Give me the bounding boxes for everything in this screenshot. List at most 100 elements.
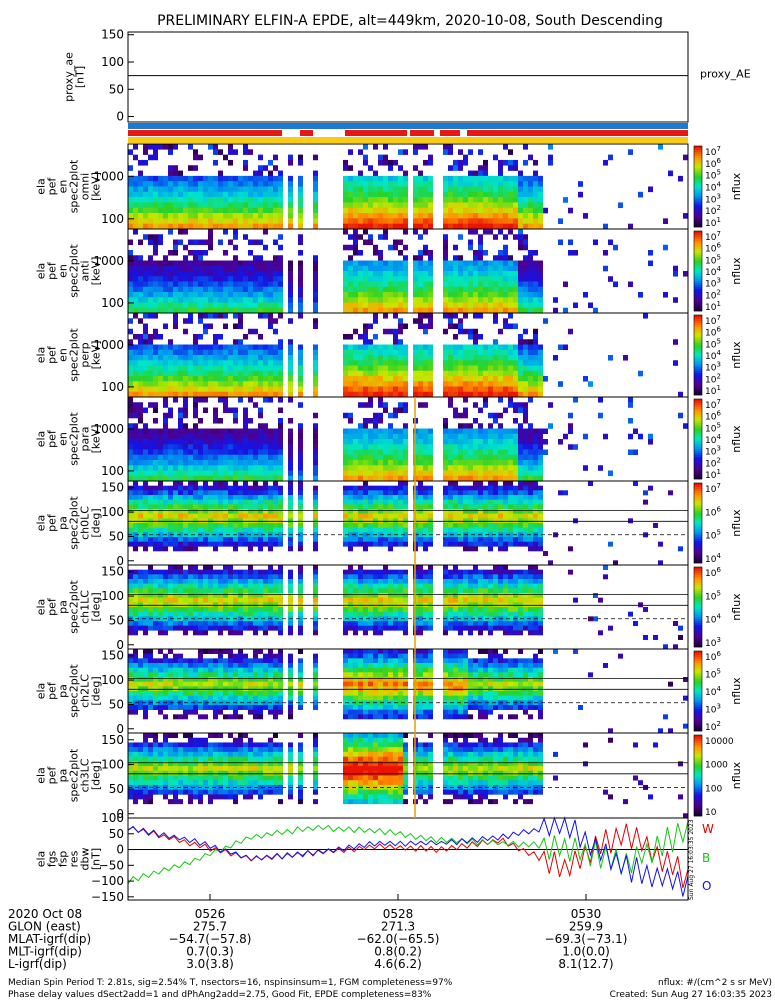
colorbar-segment <box>694 166 702 169</box>
spectrogram-cell <box>253 170 258 177</box>
spectrogram-cell <box>348 186 353 193</box>
spectrogram-cell <box>413 302 418 309</box>
spectrogram-cell <box>183 302 188 309</box>
spectrogram-cell <box>388 444 393 450</box>
spectrogram-cell <box>568 444 573 450</box>
spectrogram-cell <box>153 239 158 246</box>
spectrogram-cell <box>343 527 348 533</box>
spectrogram-cell <box>158 630 163 636</box>
spectrogram-cell <box>183 207 188 214</box>
spectrogram-cell <box>508 360 513 366</box>
spectrogram-cell <box>348 165 353 171</box>
colorbar-segment <box>694 535 702 538</box>
colorbar-segment <box>694 156 702 159</box>
spectrogram-cell <box>388 485 393 491</box>
spectrogram-cell <box>348 355 353 361</box>
spectrogram-cell <box>443 292 448 298</box>
spectrogram-cell <box>243 186 248 193</box>
spectrogram-cell <box>358 292 363 298</box>
spectrogram-cell <box>353 439 358 445</box>
spectrogram-cell <box>528 495 533 500</box>
spectrogram-cell <box>143 625 148 631</box>
spectrogram-cell <box>173 574 178 580</box>
spectrogram-cell <box>143 323 148 330</box>
spectrogram-cell <box>533 250 538 256</box>
spectrogram-cell <box>383 386 388 393</box>
spectrogram-cell <box>233 149 238 155</box>
spectrogram-cell <box>423 281 428 288</box>
spectrogram-cell <box>378 386 383 393</box>
colorbar-segment <box>694 343 702 346</box>
spectrogram-cell <box>208 460 213 466</box>
spectrogram-cell <box>153 532 158 538</box>
spectrogram-cell <box>208 475 213 482</box>
colorbar-tick-label: 107 <box>705 314 721 327</box>
spectrogram-cell <box>358 439 363 445</box>
spectrogram-cell <box>138 579 143 584</box>
spectrogram-cell <box>423 175 428 182</box>
spectrogram-cell <box>313 428 318 435</box>
spectrogram-cell <box>233 386 238 393</box>
spectrogram-cell <box>453 412 458 419</box>
spectrogram-cell <box>508 532 513 538</box>
spectrogram-cell <box>278 175 283 182</box>
spectrogram-cell <box>263 481 268 486</box>
spectrogram-cell <box>508 302 513 309</box>
spectrogram-cell <box>288 444 293 450</box>
spectrogram-cell <box>173 376 178 382</box>
spectrogram-cell <box>508 481 513 486</box>
spectrogram-cell <box>428 428 433 435</box>
spectrogram-cell <box>168 307 173 314</box>
spectrogram-cell <box>143 470 148 477</box>
spectrogram-cell <box>498 344 503 351</box>
spectrogram-cell <box>253 344 258 351</box>
colorbar-segment <box>694 549 702 552</box>
spectrogram-cell <box>143 181 148 187</box>
spectrogram-cell <box>253 391 258 398</box>
spectrogram-cell <box>138 159 143 166</box>
spectrogram-cell <box>183 499 188 505</box>
spectrogram-cell <box>528 339 533 345</box>
spectrogram-cell <box>128 509 133 514</box>
spectrogram-cell <box>508 485 513 491</box>
spectrogram-cell <box>208 355 213 361</box>
spectrogram-cell <box>288 495 293 500</box>
spectrogram-cell <box>448 365 453 372</box>
spectrogram-cell <box>263 444 268 450</box>
spectrogram-cell <box>153 495 158 500</box>
spectrogram-cell <box>463 181 468 187</box>
spectrogram-cell <box>373 433 378 440</box>
spectrogram-cell <box>488 537 493 542</box>
spectrogram-cell <box>383 260 388 267</box>
spectrogram-cell <box>518 213 523 219</box>
spectrogram-cell <box>373 495 378 500</box>
spectrogram-cell <box>418 499 423 505</box>
spectrogram-cell <box>278 376 283 382</box>
spectrogram-cell <box>503 297 508 303</box>
colorbar-segment <box>694 455 702 458</box>
spectrogram-cell <box>538 495 543 500</box>
spectrogram-cell <box>653 523 658 528</box>
spectrogram-cell <box>268 381 273 387</box>
spectrogram-cell <box>473 490 478 496</box>
spectrogram-cell <box>198 541 203 547</box>
spectrogram-cell <box>158 202 163 209</box>
spectrogram-cell <box>268 546 273 552</box>
spectrogram-cell <box>263 191 268 198</box>
spectrogram-cell <box>533 454 538 461</box>
spectrogram-cell <box>188 181 193 187</box>
spectrogram-cell <box>488 541 493 547</box>
spectrogram-cell <box>603 265 608 272</box>
spectrogram-cell <box>378 181 383 187</box>
spectrogram-cell <box>403 527 408 533</box>
spectrogram-cell <box>533 481 538 486</box>
spectrogram-cell <box>373 349 378 356</box>
sci-bar-red <box>467 130 688 136</box>
spectrogram-cell <box>158 546 163 552</box>
spectrogram-cell <box>343 376 348 382</box>
spectrogram-cell <box>298 481 303 486</box>
spectrogram-cell <box>128 523 133 528</box>
spectrogram-cell <box>393 527 398 533</box>
spectrogram-cell <box>133 593 138 598</box>
spectrogram-cell <box>213 418 218 424</box>
